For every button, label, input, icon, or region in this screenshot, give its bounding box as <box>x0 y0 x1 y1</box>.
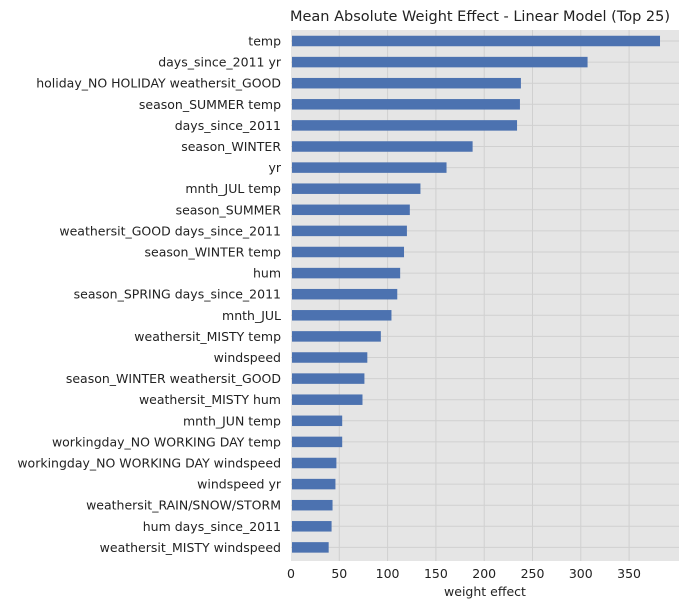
bar <box>292 99 520 110</box>
category-label: weathersit_RAIN/SNOW/STORM <box>86 498 281 513</box>
bar <box>292 457 337 469</box>
category-label: mnth_JUN temp <box>183 413 281 428</box>
bar <box>292 352 368 363</box>
chart-title: Mean Absolute Weight Effect - Linear Mod… <box>290 9 670 25</box>
bar <box>292 394 363 405</box>
category-label: temp <box>248 34 281 49</box>
category-label: windspeed <box>214 350 281 365</box>
category-label: season_WINTER temp <box>145 245 282 260</box>
bar <box>292 542 329 553</box>
bar <box>292 204 410 216</box>
bars <box>292 35 661 553</box>
bar <box>292 35 661 47</box>
x-tick-label: 250 <box>521 566 545 581</box>
category-label: workingday_NO WORKING DAY temp <box>52 434 281 449</box>
x-tick-label: 200 <box>472 566 496 581</box>
category-label: days_since_2011 yr <box>158 55 282 70</box>
category-label: weathersit_GOOD days_since_2011 <box>59 223 281 238</box>
bar <box>292 373 365 384</box>
bar <box>292 141 473 152</box>
category-label: season_WINTER <box>181 139 281 154</box>
category-label: season_WINTER weathersit_GOOD <box>66 371 281 386</box>
category-label: windspeed yr <box>197 477 282 492</box>
bar <box>292 436 343 448</box>
category-label: days_since_2011 <box>175 118 281 133</box>
bar <box>292 77 521 89</box>
bar <box>292 331 381 342</box>
bar <box>292 478 336 490</box>
bar <box>292 120 518 131</box>
category-label: mnth_JUL <box>222 308 281 323</box>
bar <box>292 162 447 173</box>
category-label: weathersit_MISTY windspeed <box>100 540 281 555</box>
category-label: yr <box>268 160 281 175</box>
category-label: season_SUMMER <box>176 202 282 217</box>
category-label: weathersit_MISTY temp <box>134 329 281 344</box>
x-tick-labels: 0 50 100 150 200 250 300 350 <box>287 566 641 581</box>
category-label: weathersit_MISTY hum <box>139 392 281 407</box>
bar <box>292 521 332 532</box>
category-label: holiday_NO HOLIDAY weathersit_GOOD <box>36 76 281 91</box>
bar <box>292 225 407 237</box>
x-tick-label: 100 <box>376 566 400 581</box>
bar <box>292 267 401 279</box>
bar <box>292 310 392 321</box>
category-label: hum days_since_2011 <box>143 519 281 534</box>
category-label: season_SPRING days_since_2011 <box>74 287 281 302</box>
bar <box>292 288 398 300</box>
bar <box>292 415 343 427</box>
category-label: hum <box>253 266 281 281</box>
category-label: season_SUMMER temp <box>139 97 281 112</box>
x-tick-label: 300 <box>569 566 593 581</box>
category-label: workingday_NO WORKING DAY windspeed <box>17 456 281 471</box>
category-labels: temp days_since_2011 yr holiday_NO HOLIDAY… <box>17 34 282 555</box>
x-tick-label: 0 <box>287 566 295 581</box>
x-tick-label: 50 <box>331 566 347 581</box>
x-tick-label: 150 <box>424 566 448 581</box>
bar <box>292 499 333 511</box>
bar <box>292 56 588 68</box>
bar <box>292 246 405 258</box>
x-tick-label: 350 <box>617 566 641 581</box>
bar <box>292 183 421 194</box>
x-axis-label: weight effect <box>444 584 526 599</box>
category-label: mnth_JUL temp <box>185 181 281 196</box>
